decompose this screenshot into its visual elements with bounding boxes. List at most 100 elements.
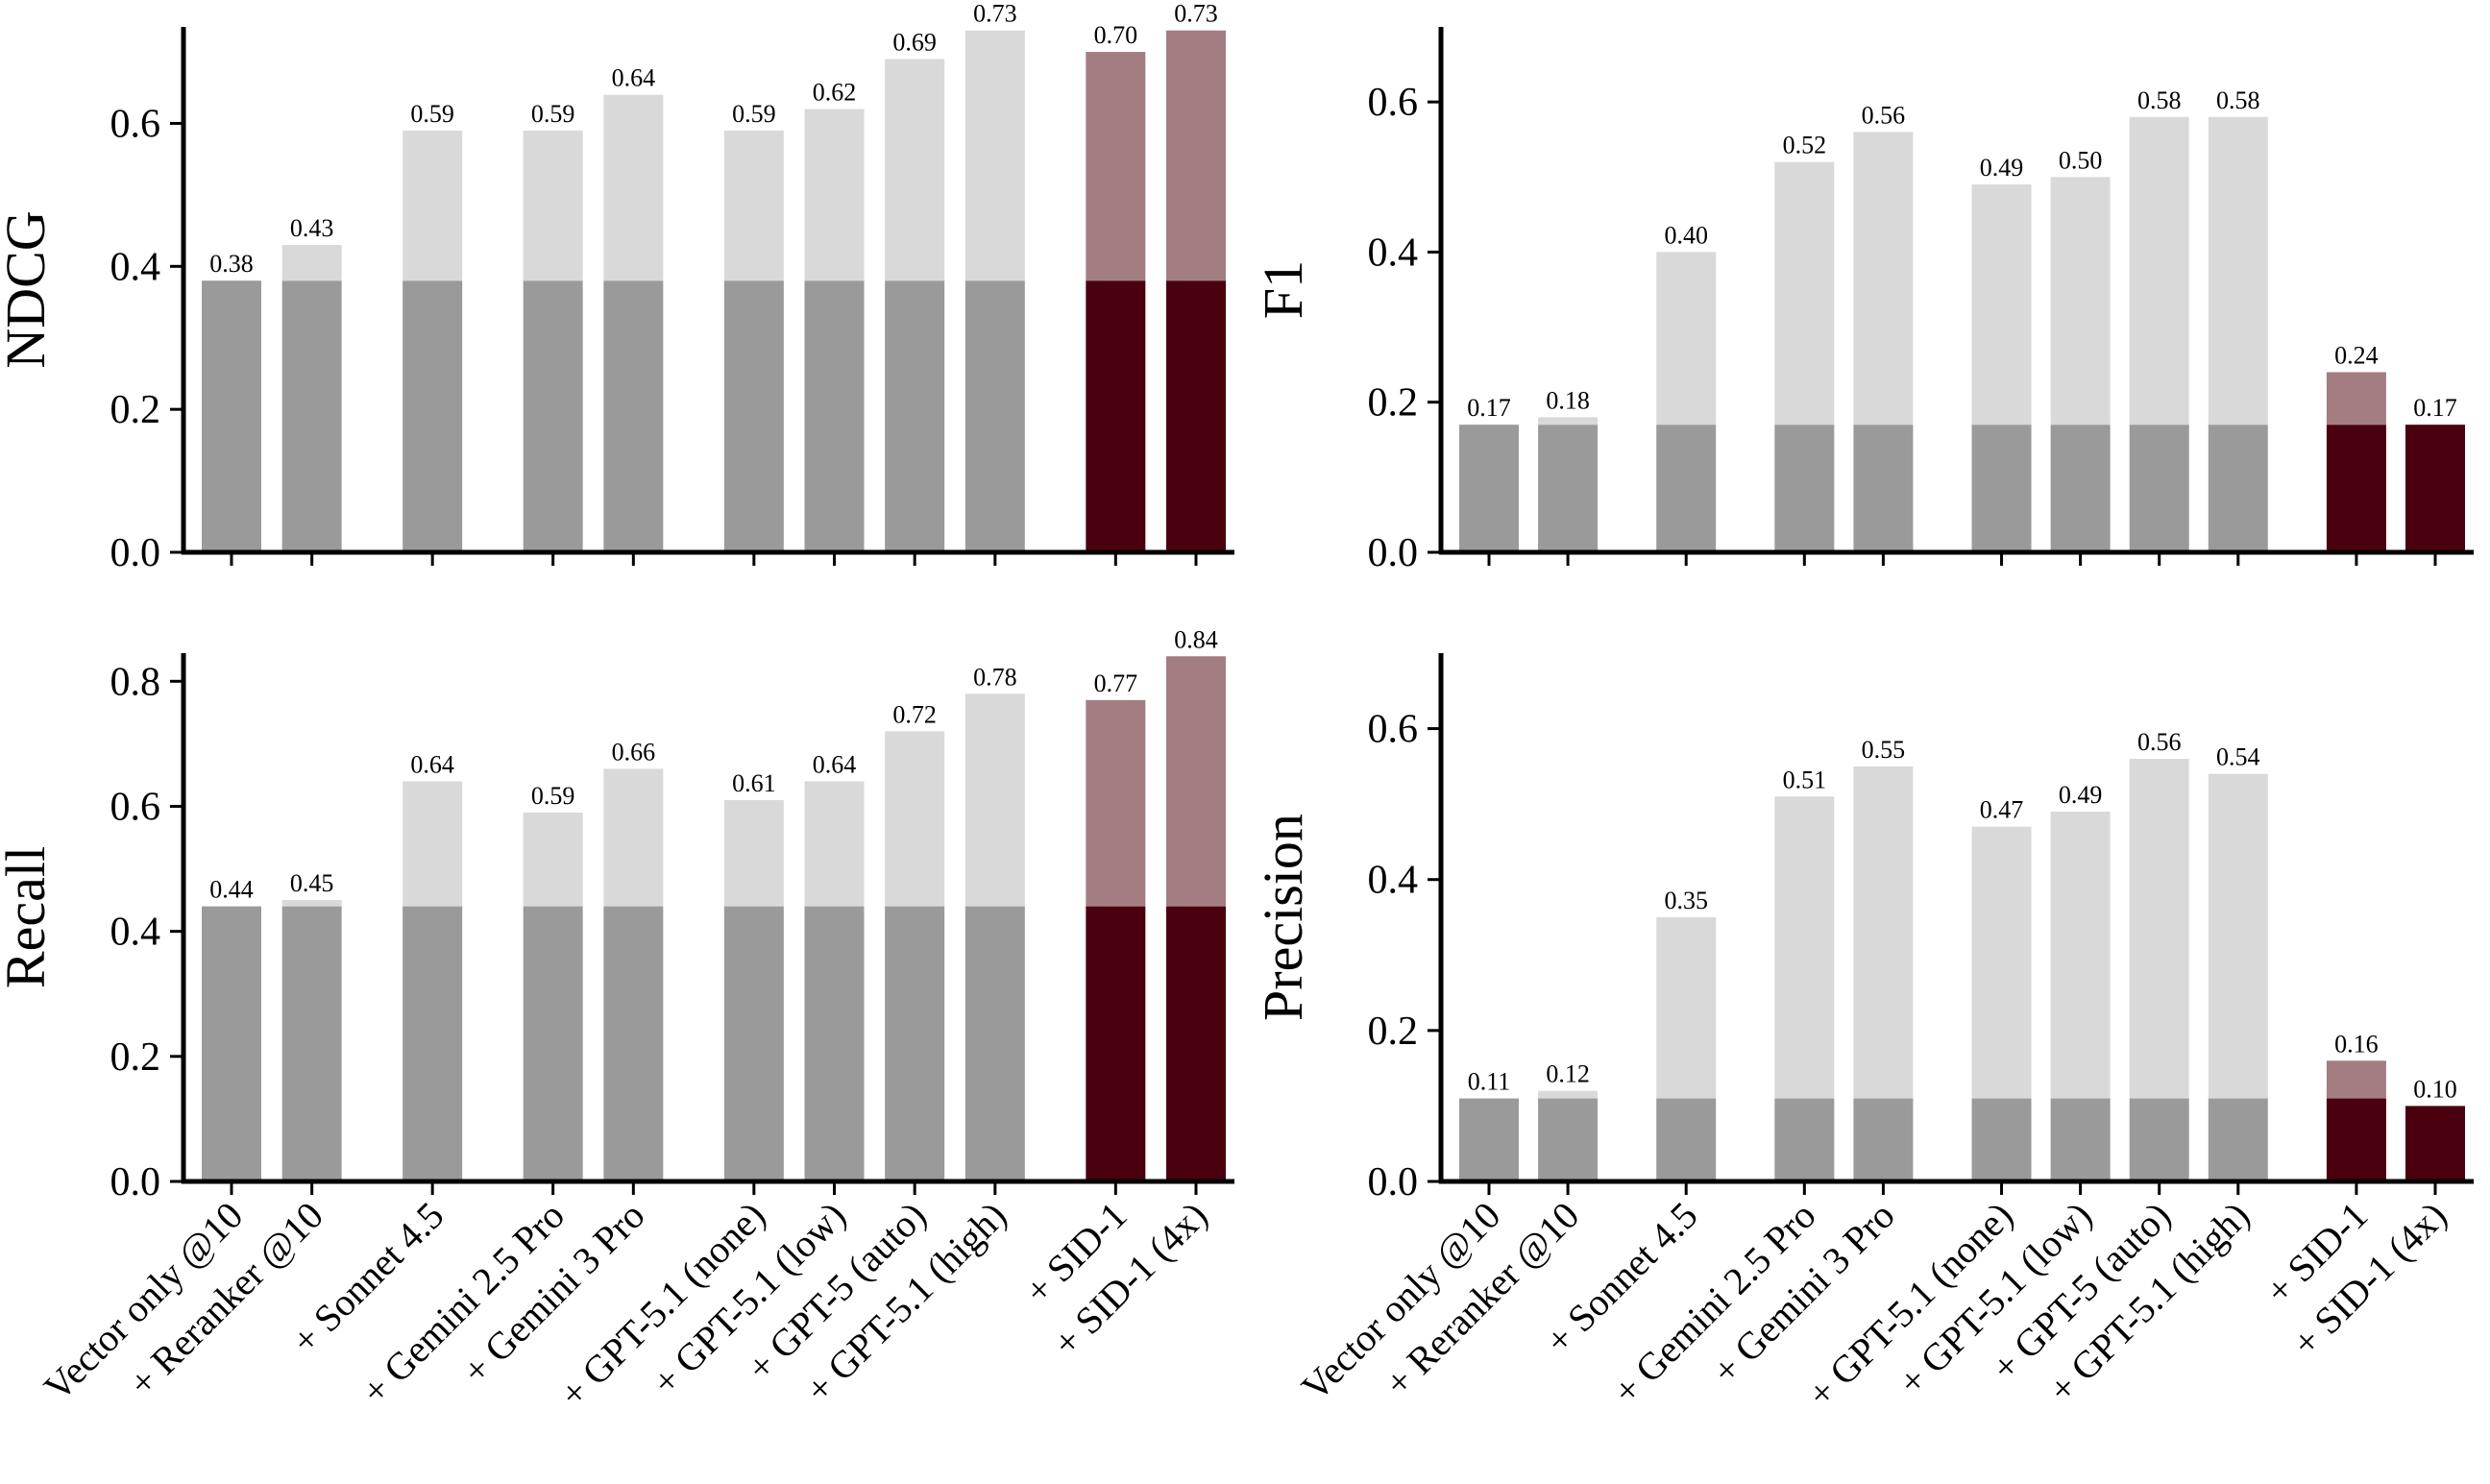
bar-base-2 xyxy=(281,906,342,1181)
value-label-6: 0.61 xyxy=(732,769,776,797)
value-label-1: 0.38 xyxy=(209,250,254,278)
bar-base-10 xyxy=(1086,906,1146,1181)
bar-increment-2 xyxy=(1538,1090,1599,1099)
value-label-11: 0.84 xyxy=(1174,625,1218,653)
value-label-1: 0.11 xyxy=(1468,1068,1511,1096)
bar-increment-8 xyxy=(2129,116,2189,426)
value-label-2: 0.43 xyxy=(290,214,334,242)
value-label-8: 0.69 xyxy=(892,28,937,56)
bar-increment-9 xyxy=(964,30,1025,281)
y-tick-label-0: 0.0 xyxy=(110,531,161,575)
bar-increment-6 xyxy=(1971,826,2032,1099)
bar-base-2 xyxy=(281,280,342,552)
y-axis-title: Recall xyxy=(0,846,57,988)
bar-increment-4 xyxy=(523,812,583,907)
bar-base-10 xyxy=(1086,280,1146,552)
bar-base-4 xyxy=(1774,425,1835,552)
value-label-1: 0.17 xyxy=(1467,394,1511,422)
bar-increment-3 xyxy=(1656,252,1717,426)
value-label-7: 0.64 xyxy=(813,750,857,778)
bar-base-9 xyxy=(964,280,1025,552)
value-label-6: 0.49 xyxy=(1980,154,2024,182)
bar-increment-5 xyxy=(1853,766,1914,1099)
y-tick-label-3: 0.6 xyxy=(110,102,161,146)
bar-increment-5 xyxy=(1853,132,1914,426)
bar-increment-9 xyxy=(2208,116,2268,426)
panel-ndcg: 0.38 0.43 0.59 0.59 0.64 0.59 0.62 0.69 0.73 0.70… xyxy=(0,0,1234,575)
bar-base-8 xyxy=(885,280,945,552)
value-label-9: 0.78 xyxy=(973,663,1017,691)
bar-increment-5 xyxy=(603,768,664,907)
bar-base-7 xyxy=(804,906,865,1181)
bar-increment-10 xyxy=(2326,372,2386,426)
value-label-10: 0.24 xyxy=(2334,341,2379,369)
y-tick-label-2: 0.4 xyxy=(1368,859,1419,903)
bar-base-6 xyxy=(723,906,784,1181)
bar-increment-7 xyxy=(804,781,865,907)
bar-base-6 xyxy=(1971,1098,2032,1181)
bar-base-8 xyxy=(2129,425,2189,552)
y-tick-label-2: 0.4 xyxy=(110,245,161,289)
value-label-10: 0.70 xyxy=(1094,21,1138,49)
bar-base-10 xyxy=(2326,425,2386,552)
bar-base-5 xyxy=(603,280,664,552)
bar-base-4 xyxy=(1774,1098,1835,1181)
bar-base-2 xyxy=(1538,1098,1599,1181)
y-axis-title: Precision xyxy=(1252,814,1314,1021)
value-label-6: 0.59 xyxy=(732,100,776,128)
bar-base-1 xyxy=(202,906,261,1181)
bar-base-10 xyxy=(2326,1098,2386,1181)
bar-base-11 xyxy=(2405,425,2465,552)
bar-base-9 xyxy=(2208,1098,2268,1181)
value-label-3: 0.59 xyxy=(410,100,454,128)
bar-base-7 xyxy=(2050,1098,2111,1181)
bar-base-6 xyxy=(1971,425,2032,552)
bar-base-1 xyxy=(1459,1098,1519,1181)
value-label-7: 0.50 xyxy=(2059,146,2103,174)
value-label-10: 0.16 xyxy=(2334,1030,2379,1058)
y-axis-title: F1 xyxy=(1252,260,1314,319)
bar-base-5 xyxy=(1853,425,1914,552)
y-tick-label-2: 0.4 xyxy=(110,911,161,955)
value-label-11: 0.73 xyxy=(1174,0,1218,28)
y-tick-label-3: 0.6 xyxy=(1368,81,1419,125)
panel-recall: 0.44 0.45 0.64 0.59 0.66 0.61 0.64 0.72 0.78 0.77… xyxy=(0,625,1234,1416)
value-label-9: 0.54 xyxy=(2216,743,2260,771)
bar-increment-2 xyxy=(281,900,342,907)
bar-base-6 xyxy=(723,280,784,552)
bar-base-5 xyxy=(1853,1098,1914,1181)
value-label-5: 0.55 xyxy=(1862,736,1906,764)
value-label-11: 0.17 xyxy=(2413,394,2457,422)
value-label-6: 0.47 xyxy=(1980,796,2024,824)
bar-increment-11 xyxy=(1166,30,1226,281)
value-label-7: 0.49 xyxy=(2059,781,2103,809)
bar-increment-6 xyxy=(1971,184,2032,426)
value-label-4: 0.59 xyxy=(531,782,575,810)
bar-increment-3 xyxy=(1656,917,1717,1099)
bar-base-3 xyxy=(403,280,463,552)
bar-base-3 xyxy=(1656,1098,1717,1181)
y-tick-label-1: 0.2 xyxy=(110,1035,161,1080)
bar-increment-9 xyxy=(964,693,1025,907)
y-tick-label-1: 0.2 xyxy=(1368,1010,1419,1054)
bar-increment-2 xyxy=(1538,417,1599,426)
bar-increment-8 xyxy=(885,731,945,907)
bar-base-11 xyxy=(2405,1106,2465,1181)
y-tick-label-0: 0.0 xyxy=(110,1160,161,1204)
bar-increment-11 xyxy=(1166,656,1226,907)
value-label-8: 0.58 xyxy=(2137,86,2182,114)
bar-increment-9 xyxy=(2208,773,2268,1099)
y-tick-label-2: 0.4 xyxy=(1368,231,1419,275)
value-label-2: 0.18 xyxy=(1546,386,1590,414)
value-label-10: 0.77 xyxy=(1094,669,1138,697)
bar-base-8 xyxy=(2129,1098,2189,1181)
value-label-5: 0.64 xyxy=(612,64,656,92)
bar-increment-4 xyxy=(523,130,583,281)
value-label-4: 0.52 xyxy=(1783,132,1827,159)
value-label-2: 0.45 xyxy=(290,869,334,897)
bar-base-7 xyxy=(2050,425,2111,552)
bar-increment-4 xyxy=(1774,796,1835,1099)
bar-increment-5 xyxy=(603,94,664,281)
